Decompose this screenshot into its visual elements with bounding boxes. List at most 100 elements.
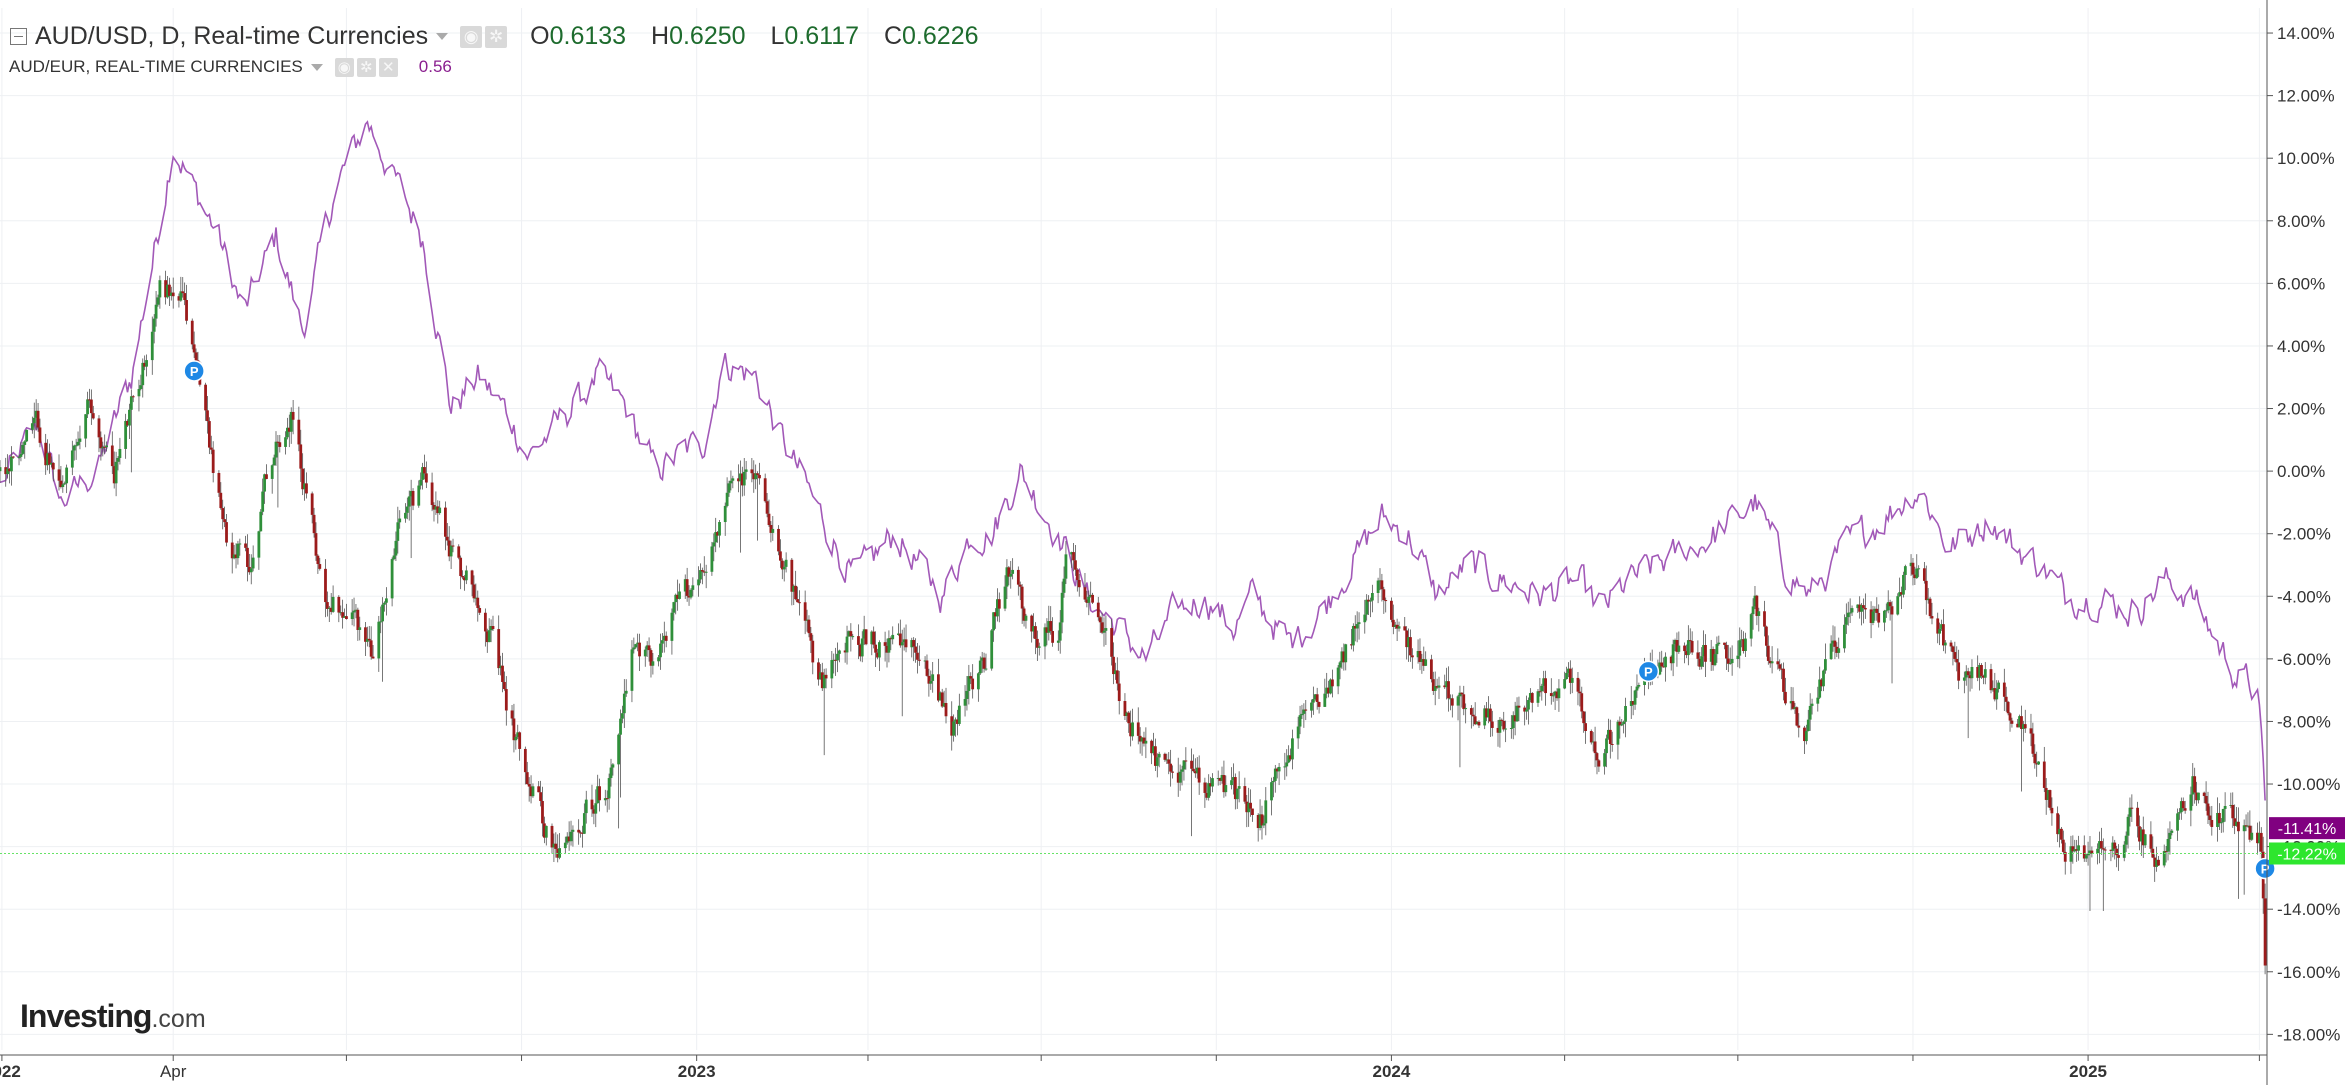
candle-up xyxy=(1157,753,1161,758)
event-marker[interactable]: P xyxy=(1637,660,1660,683)
collapse-icon[interactable] xyxy=(10,28,27,45)
candle-up xyxy=(1686,640,1690,656)
candle-down xyxy=(2195,792,2198,801)
close-icon[interactable]: ✕ xyxy=(378,57,398,77)
candle-down xyxy=(1390,600,1393,620)
candle-down xyxy=(447,540,451,557)
candle-down xyxy=(940,692,944,707)
candle-up xyxy=(830,660,834,679)
candle-down xyxy=(1410,655,1414,658)
candle-up xyxy=(2122,844,2126,858)
gear-icon[interactable]: ✲ xyxy=(485,25,508,48)
candle-up xyxy=(46,453,49,466)
candle-down xyxy=(112,466,116,484)
candle-up xyxy=(992,612,995,631)
x-axis[interactable]: 2022 Apr 2023 2024 2025 xyxy=(0,1054,2267,1081)
candle-down xyxy=(1835,646,1839,653)
chevron-down-icon[interactable] xyxy=(436,33,449,40)
candle-down xyxy=(1192,768,1195,772)
candle-down xyxy=(459,557,463,577)
candle-down xyxy=(1169,763,1173,772)
candle-down xyxy=(1205,792,1209,798)
candle-down xyxy=(824,674,828,679)
candle-up xyxy=(1283,766,1287,768)
candle-down xyxy=(1391,619,1395,627)
candle-down xyxy=(1981,675,1985,678)
candle-up xyxy=(259,511,263,532)
chevron-down-icon[interactable] xyxy=(310,63,323,71)
candle-down xyxy=(518,732,522,749)
candle-up xyxy=(1178,771,1182,783)
candle-down xyxy=(1517,705,1521,708)
candle-down xyxy=(763,478,767,502)
candle-up xyxy=(154,304,158,319)
candle-up xyxy=(954,719,957,722)
candle-up xyxy=(860,638,864,657)
candle-down xyxy=(537,786,541,793)
candle-up xyxy=(1009,573,1013,577)
candle-down xyxy=(2109,849,2113,851)
candle-up xyxy=(1070,552,1074,555)
candle-down xyxy=(843,650,847,653)
candle-up xyxy=(30,423,34,430)
candle-down xyxy=(44,442,48,466)
compare-symbol-title[interactable]: AUD/EUR, REAL-TIME CURRENCIES xyxy=(9,57,303,76)
candle-up xyxy=(1736,655,1740,659)
candle-down xyxy=(904,639,908,648)
candle-up xyxy=(897,633,900,635)
candle-down xyxy=(470,570,474,585)
gear-icon[interactable]: ✲ xyxy=(356,57,376,77)
candle-down xyxy=(2075,849,2079,851)
eye-icon[interactable]: ◉ xyxy=(334,57,354,77)
y-tick-label: 12.00% xyxy=(2277,87,2335,106)
candle-up xyxy=(697,579,700,586)
candle-up xyxy=(725,492,729,506)
candle-down xyxy=(364,627,367,642)
candle-down xyxy=(2259,832,2263,852)
candle-up xyxy=(596,786,600,804)
candle-down xyxy=(1776,661,1780,665)
candle-up xyxy=(2077,845,2080,851)
candle-down xyxy=(1930,616,1934,619)
candle-up xyxy=(1011,569,1015,574)
candle-down xyxy=(1115,670,1119,684)
candle-down xyxy=(820,672,824,689)
candle-up xyxy=(1770,661,1774,664)
candle-down xyxy=(181,291,185,294)
y-axis[interactable]: 14.00% 12.00% 10.00% 8.00% 6.00% 4.00% 2.00% 0.… xyxy=(2266,0,2340,1085)
candle-up xyxy=(651,661,655,666)
candle-down xyxy=(554,843,558,849)
candle-up xyxy=(1224,785,1228,793)
candle-up xyxy=(1237,786,1241,789)
candle-down xyxy=(1045,627,1049,633)
candle-down xyxy=(1782,668,1785,692)
candle-down xyxy=(411,490,415,506)
candle-up xyxy=(2242,825,2246,832)
candle-down xyxy=(369,640,373,657)
candle-down xyxy=(917,659,921,661)
candle-down xyxy=(1091,594,1094,603)
main-symbol-title[interactable]: AUD/USD, D, Real-time Currencies xyxy=(35,22,429,50)
candle-up xyxy=(2155,859,2159,867)
candle-down xyxy=(451,545,455,547)
candle-up xyxy=(84,414,88,439)
candle-up xyxy=(980,657,984,661)
candle-up xyxy=(870,631,874,645)
candle-up xyxy=(1285,762,1289,767)
candle-down xyxy=(1989,669,1993,691)
event-marker[interactable]: P xyxy=(183,360,205,382)
candle-up xyxy=(1884,610,1888,612)
candle-up xyxy=(1509,728,1513,730)
candle-up xyxy=(2069,846,2073,862)
candle-down xyxy=(2002,682,2006,697)
candle-up xyxy=(21,444,25,454)
candle-up xyxy=(967,676,971,691)
candle-up xyxy=(25,429,29,442)
eye-icon[interactable]: ◉ xyxy=(460,25,483,48)
candle-down xyxy=(794,585,798,600)
candle-up xyxy=(2235,821,2238,826)
candle-down xyxy=(542,823,546,838)
candle-up xyxy=(1370,592,1374,601)
candle-up xyxy=(114,461,118,484)
